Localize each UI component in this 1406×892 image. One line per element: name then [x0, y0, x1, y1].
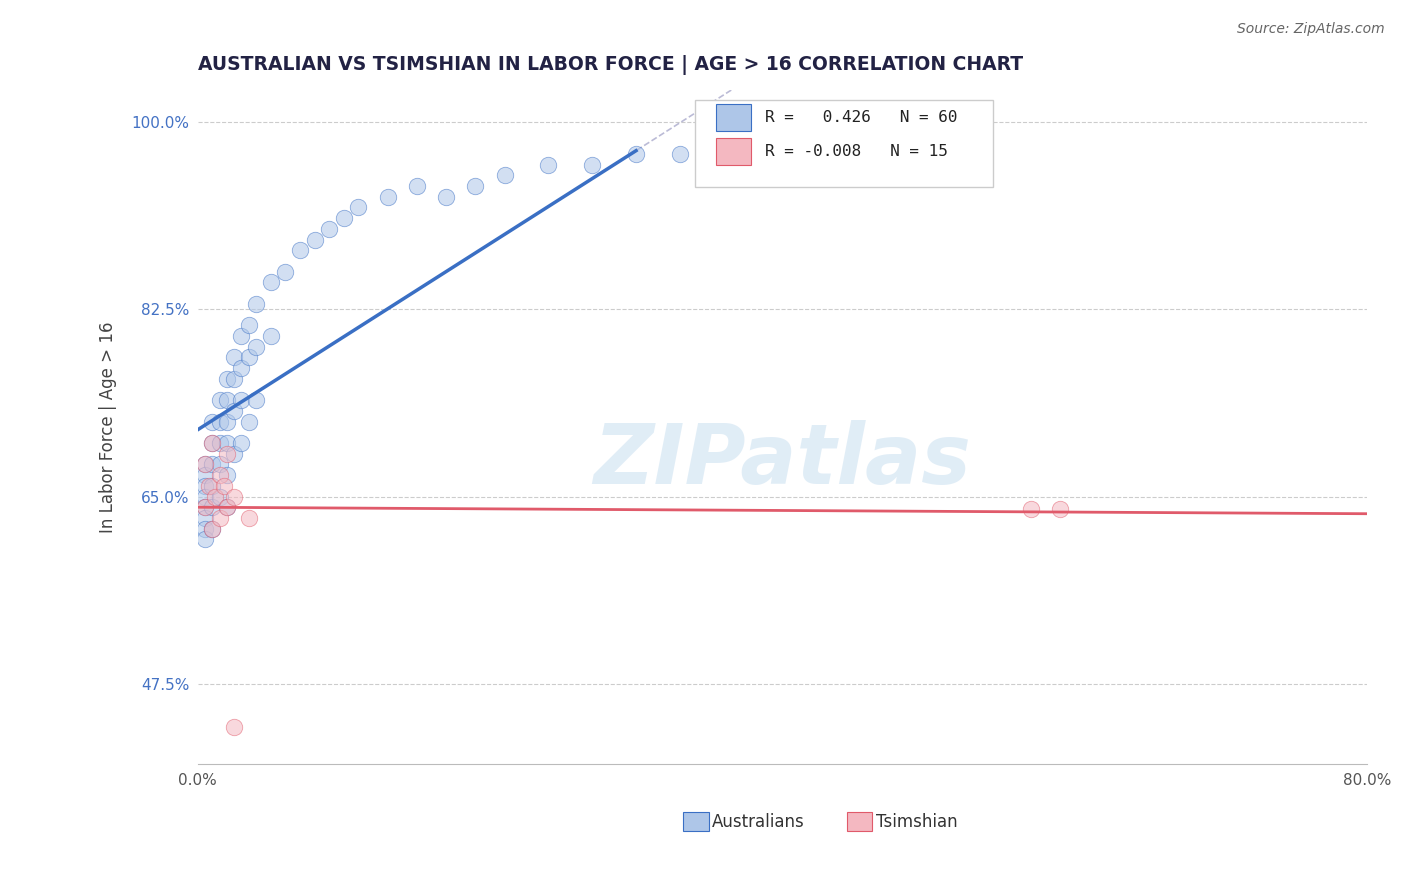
Tsimshian — [215, 447, 238, 461]
Australians — [756, 136, 779, 150]
Tsimshian — [198, 479, 221, 493]
Australians — [224, 351, 246, 365]
Australians — [238, 415, 260, 429]
Australians — [208, 393, 231, 408]
Australians — [260, 276, 283, 290]
Australians — [405, 179, 427, 194]
Australians — [288, 244, 311, 258]
FancyBboxPatch shape — [716, 104, 751, 131]
Tsimshian — [208, 468, 231, 483]
Australians — [224, 404, 246, 418]
Tsimshian — [201, 522, 224, 536]
Australians — [194, 511, 217, 525]
Australians — [194, 490, 217, 504]
Australians — [332, 211, 354, 226]
Australians — [194, 458, 217, 472]
Tsimshian — [204, 490, 226, 504]
Australians — [201, 479, 224, 493]
Australians — [260, 329, 283, 343]
Australians — [238, 351, 260, 365]
Bar — [683, 813, 709, 831]
Australians — [208, 458, 231, 472]
Australians — [194, 533, 217, 547]
Australians — [800, 125, 823, 139]
Australians — [194, 468, 217, 483]
Text: R =   0.426   N = 60: R = 0.426 N = 60 — [765, 111, 957, 126]
Tsimshian — [238, 511, 260, 525]
Australians — [224, 372, 246, 386]
Australians — [669, 146, 692, 161]
Australians — [713, 136, 735, 150]
Australians — [201, 415, 224, 429]
Text: Tsimshian: Tsimshian — [876, 813, 957, 830]
Australians — [208, 490, 231, 504]
Australians — [377, 190, 399, 204]
Australians — [194, 479, 217, 493]
Australians — [274, 265, 297, 279]
Tsimshian — [224, 720, 246, 734]
Australians — [215, 500, 238, 515]
Australians — [194, 500, 217, 515]
Australians — [224, 447, 246, 461]
Australians — [215, 436, 238, 450]
Australians — [201, 500, 224, 515]
Australians — [318, 222, 340, 236]
Australians — [245, 340, 267, 354]
Australians — [208, 415, 231, 429]
Tsimshian — [212, 479, 235, 493]
Australians — [231, 329, 253, 343]
Australians — [245, 297, 267, 311]
FancyBboxPatch shape — [716, 138, 751, 165]
Australians — [238, 318, 260, 333]
Tsimshian — [1019, 502, 1042, 516]
Text: Source: ZipAtlas.com: Source: ZipAtlas.com — [1237, 22, 1385, 37]
Australians — [201, 436, 224, 450]
Text: Australians: Australians — [711, 813, 804, 830]
Tsimshian — [224, 490, 246, 504]
Text: R = -0.008   N = 15: R = -0.008 N = 15 — [765, 145, 948, 159]
Australians — [245, 393, 267, 408]
Australians — [208, 436, 231, 450]
Australians — [215, 468, 238, 483]
Australians — [537, 157, 560, 171]
Australians — [581, 157, 603, 171]
Australians — [304, 233, 326, 247]
Australians — [347, 201, 370, 215]
Australians — [231, 361, 253, 376]
Tsimshian — [194, 500, 217, 515]
Tsimshian — [215, 500, 238, 515]
Australians — [231, 436, 253, 450]
Tsimshian — [201, 436, 224, 450]
Australians — [215, 415, 238, 429]
Tsimshian — [1049, 502, 1071, 516]
Australians — [215, 393, 238, 408]
Text: ZIPatlas: ZIPatlas — [593, 420, 972, 501]
Australians — [201, 522, 224, 536]
Australians — [231, 393, 253, 408]
Tsimshian — [208, 511, 231, 525]
Australians — [434, 190, 457, 204]
Text: AUSTRALIAN VS TSIMSHIAN IN LABOR FORCE | AGE > 16 CORRELATION CHART: AUSTRALIAN VS TSIMSHIAN IN LABOR FORCE |… — [198, 55, 1022, 75]
Y-axis label: In Labor Force | Age > 16: In Labor Force | Age > 16 — [100, 321, 117, 533]
Australians — [624, 146, 647, 161]
FancyBboxPatch shape — [695, 100, 993, 187]
Australians — [464, 179, 486, 194]
Australians — [201, 458, 224, 472]
Tsimshian — [194, 458, 217, 472]
Australians — [494, 168, 516, 182]
Australians — [194, 522, 217, 536]
Australians — [215, 372, 238, 386]
Bar — [846, 813, 872, 831]
Australians — [844, 114, 866, 128]
